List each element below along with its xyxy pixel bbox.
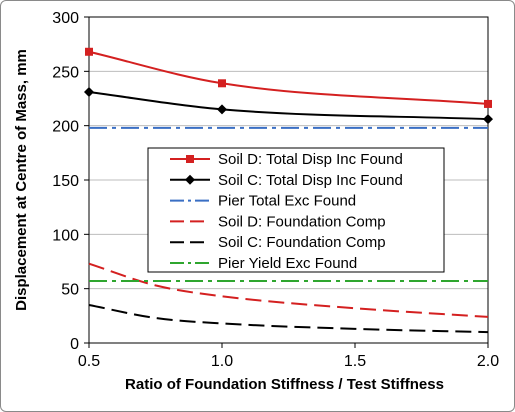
y-tick-label: 250 — [52, 64, 79, 81]
series-3 — [88, 262, 489, 318]
x-tick-label: 1.0 — [211, 353, 233, 370]
legend-box — [147, 147, 445, 273]
legend-item: Pier Yield Exc Found — [170, 255, 357, 272]
series-0 — [85, 47, 492, 108]
legend-marker — [186, 155, 194, 163]
y-tick-label: 200 — [52, 119, 79, 136]
y-tick-label: 150 — [52, 173, 79, 190]
legend-label: Pier Yield Exc Found — [218, 255, 357, 272]
series-1 — [84, 86, 493, 125]
x-axis-title: Ratio of Foundation Stiffness / Test Sti… — [125, 376, 444, 393]
legend-item: Soil D: Foundation Comp — [170, 213, 386, 230]
legend-label: Soil C: Total Disp Inc Found — [218, 172, 403, 189]
x-tick-label: 0.5 — [78, 353, 100, 370]
y-tick-label: 50 — [61, 282, 79, 299]
y-axis-title: Displacement at Centre of Mass, mm — [13, 49, 30, 311]
legend-label: Soil D: Total Disp Inc Found — [218, 151, 403, 168]
legend-label: Soil D: Foundation Comp — [218, 213, 386, 230]
series-line — [88, 50, 489, 105]
x-tick-label: 2.0 — [477, 353, 499, 370]
series-lines — [84, 47, 493, 334]
y-tick-label: 300 — [52, 10, 79, 27]
legend-item: Soil C: Foundation Comp — [170, 234, 386, 251]
legend-item: Soil D: Total Disp Inc Found — [170, 151, 403, 168]
legend: Soil D: Total Disp Inc Found Soil C: Tota… — [147, 147, 445, 273]
series-line — [88, 303, 489, 334]
data-point — [217, 104, 227, 115]
series-line — [88, 90, 489, 121]
series-line — [88, 262, 489, 318]
data-point — [84, 86, 94, 97]
x-tick-label: 1.5 — [344, 353, 366, 370]
legend-item: Pier Total Exc Found — [170, 193, 356, 210]
data-point — [218, 79, 226, 88]
legend-item: Soil C: Total Disp Inc Found — [170, 172, 403, 189]
legend-label: Soil C: Foundation Comp — [218, 234, 386, 251]
legend-marker — [185, 174, 195, 185]
data-point — [484, 99, 492, 108]
y-tick-label: 100 — [52, 227, 79, 244]
y-tick-label: 0 — [70, 336, 79, 353]
data-point — [85, 47, 93, 56]
series-4 — [88, 303, 489, 334]
axis-ticks: 0 50 100 150 200 250 300 0.5 1.0 1.5 2.0 — [52, 10, 499, 370]
legend-label: Pier Total Exc Found — [218, 193, 356, 210]
data-point — [483, 114, 493, 125]
